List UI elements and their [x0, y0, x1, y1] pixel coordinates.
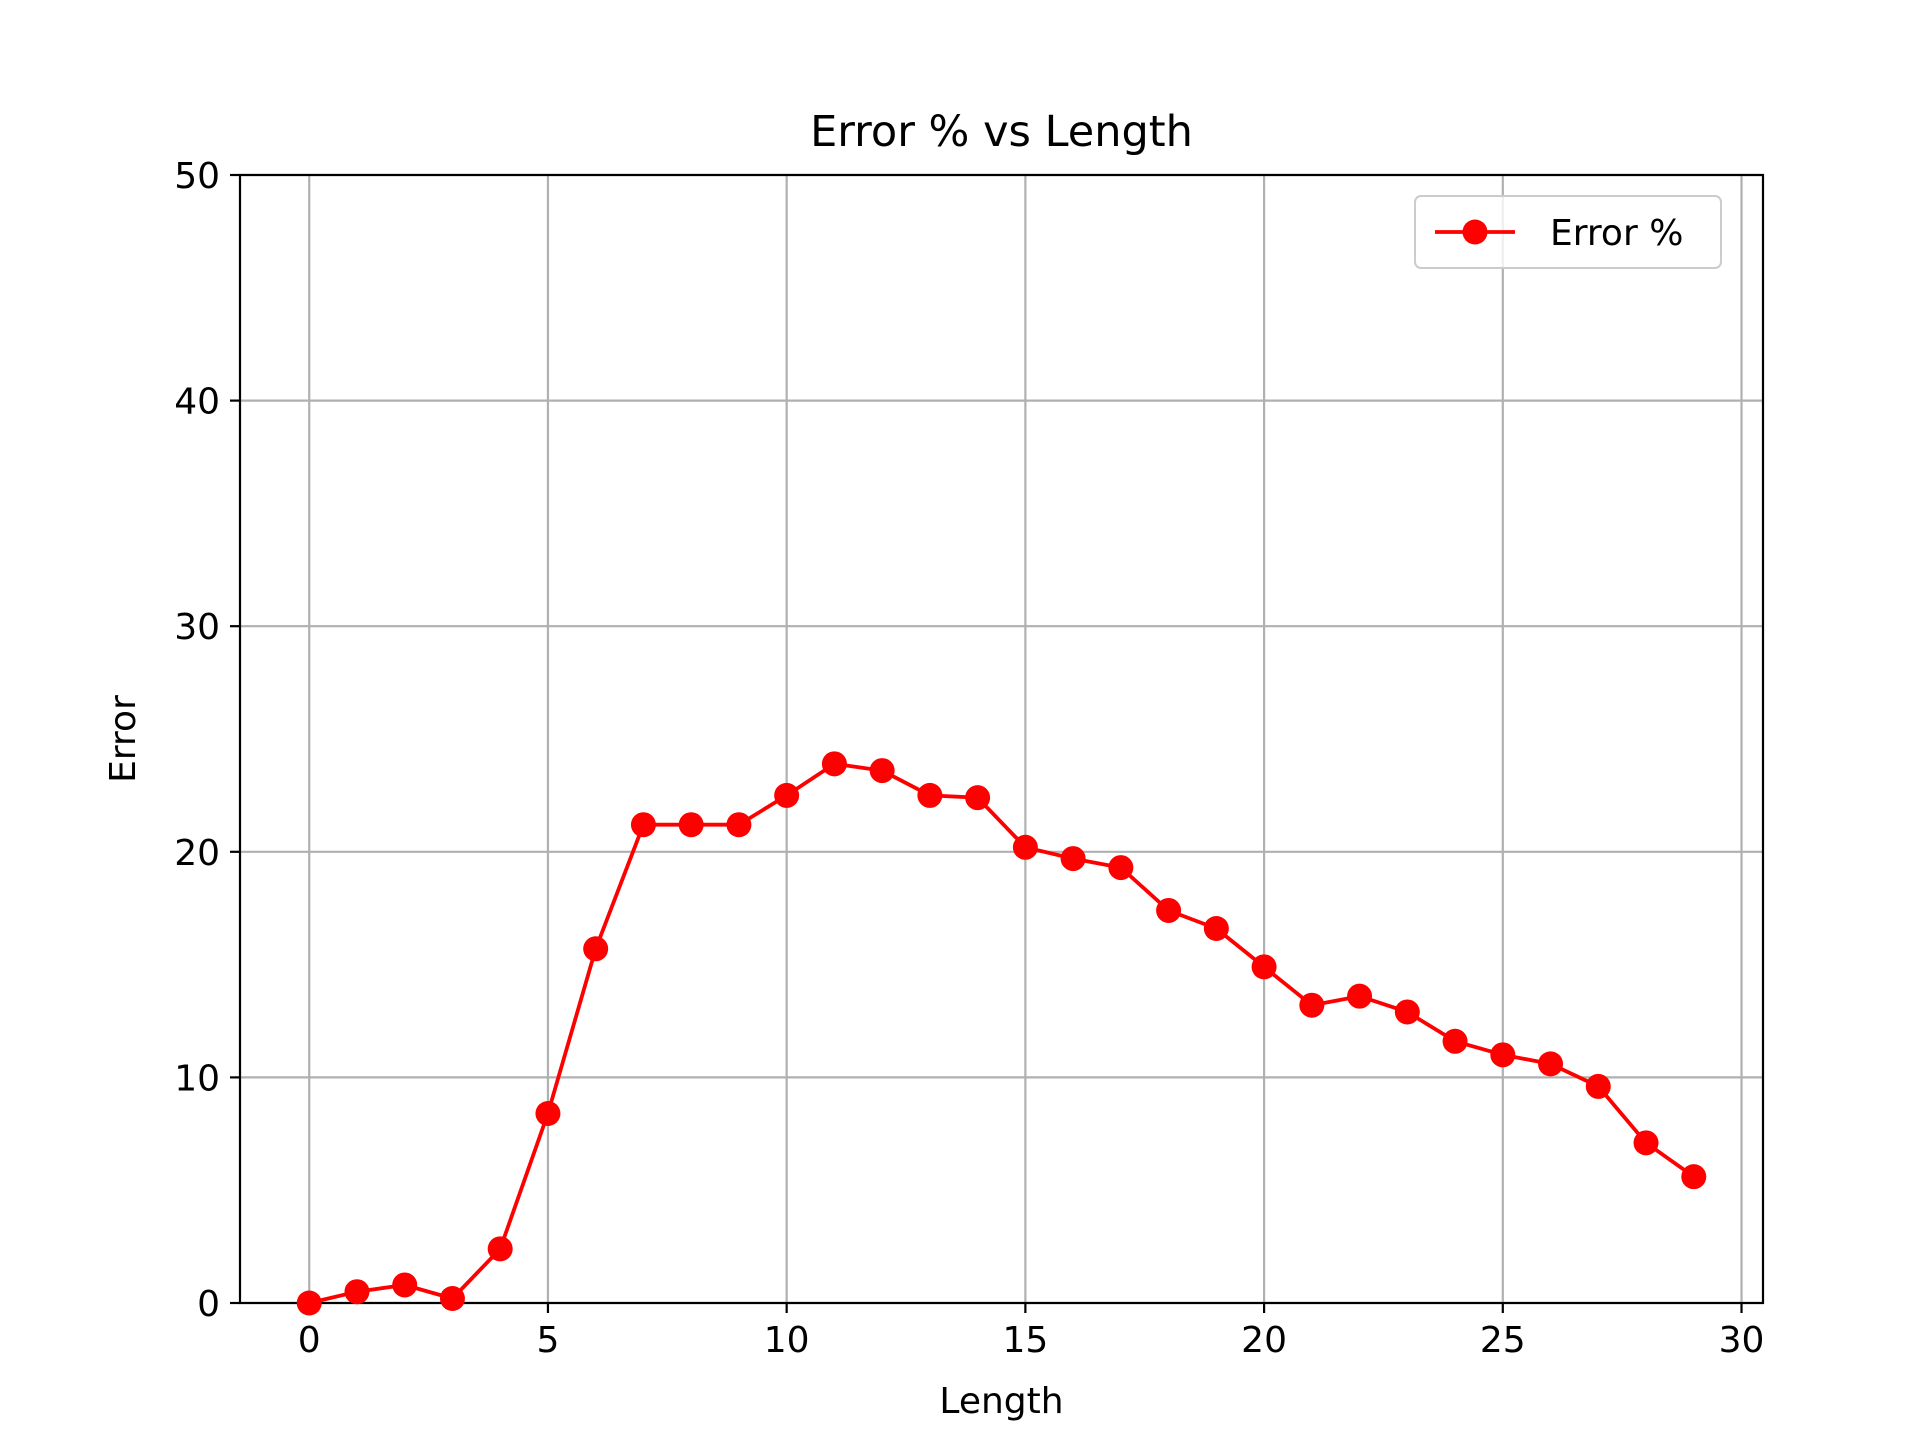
x-tick-label: 0: [298, 1320, 321, 1361]
data-point: [869, 758, 895, 784]
data-point: [1681, 1164, 1707, 1190]
x-tick-label: 15: [1002, 1320, 1048, 1361]
legend-box: [1414, 195, 1722, 269]
data-point: [296, 1290, 322, 1316]
data-point: [1108, 855, 1134, 881]
data-point: [630, 812, 656, 838]
data-point: [439, 1285, 465, 1311]
data-point: [1203, 916, 1229, 942]
y-axis-label: Error: [103, 695, 144, 783]
series-layer: [296, 751, 1707, 1316]
x-tick-label: 30: [1719, 1320, 1765, 1361]
data-point: [1394, 999, 1420, 1025]
data-point: [1299, 992, 1325, 1018]
data-point: [774, 782, 800, 808]
data-point: [1538, 1051, 1564, 1077]
x-tick-label: 20: [1241, 1320, 1287, 1361]
data-point: [1442, 1028, 1468, 1054]
chart-title: Error % vs Length: [810, 107, 1193, 157]
axes-frame: [238, 173, 1765, 1305]
y-tick-label: 20: [174, 833, 220, 874]
x-axis-ticks: 0 5 10 15 20 25 30: [298, 1303, 1765, 1361]
data-point: [1060, 846, 1086, 872]
data-point: [917, 782, 943, 808]
data-point: [1156, 897, 1182, 923]
data-point: [392, 1272, 418, 1298]
y-axis-ticks: 0 10 20 30 40 50: [174, 156, 240, 1325]
data-point: [344, 1279, 370, 1305]
x-axis-label: Length: [939, 1381, 1063, 1422]
y-tick-label: 50: [174, 156, 220, 197]
data-point: [1633, 1130, 1659, 1156]
data-point: [583, 936, 609, 962]
legend-entry-label: Error %: [1550, 213, 1683, 254]
y-tick-label: 40: [174, 382, 220, 423]
data-point: [1490, 1042, 1516, 1068]
data-point: [678, 812, 704, 838]
data-point: [535, 1100, 561, 1126]
legend: Error %: [1414, 195, 1722, 269]
legend-marker-swatch: [1462, 219, 1488, 245]
data-point: [1347, 983, 1373, 1009]
data-point: [965, 785, 991, 811]
data-point: [1012, 834, 1038, 860]
x-tick-label: 5: [536, 1320, 559, 1361]
data-point: [1585, 1073, 1611, 1099]
y-tick-label: 10: [174, 1058, 220, 1099]
data-point: [726, 812, 752, 838]
x-tick-label: 25: [1480, 1320, 1526, 1361]
y-tick-label: 30: [174, 607, 220, 648]
data-point: [487, 1236, 513, 1262]
data-point: [1251, 954, 1277, 980]
x-tick-label: 10: [764, 1320, 810, 1361]
y-tick-label: 0: [197, 1284, 220, 1325]
data-point: [821, 751, 847, 777]
